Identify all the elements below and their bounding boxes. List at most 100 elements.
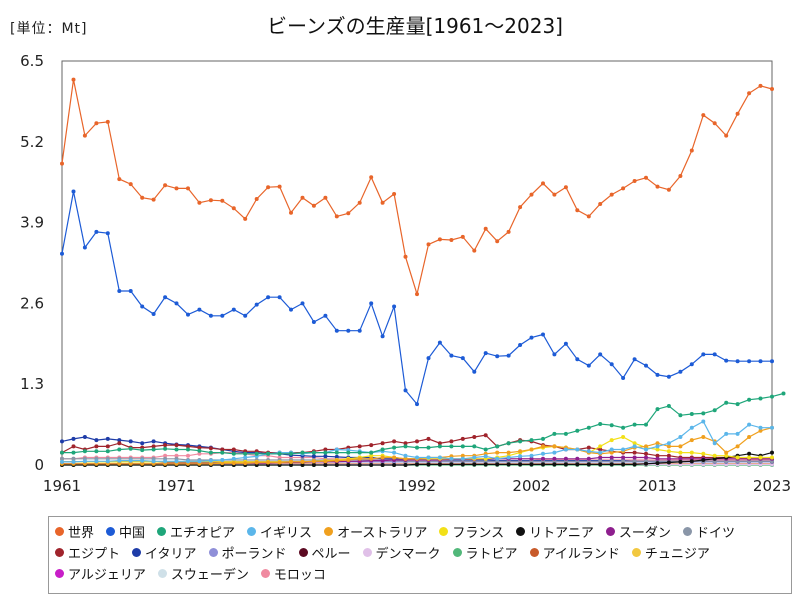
data-point <box>449 456 454 461</box>
data-point <box>712 456 717 461</box>
data-point <box>689 438 694 443</box>
legend-label: ドイツ <box>695 526 735 541</box>
data-point <box>644 455 648 460</box>
data-point <box>128 461 133 466</box>
data-point <box>666 449 671 454</box>
legend-marker <box>516 527 526 536</box>
data-point <box>518 205 523 210</box>
data-point <box>71 77 76 82</box>
data-point <box>346 328 351 333</box>
data-point <box>529 462 534 467</box>
data-point <box>174 301 179 306</box>
data-point <box>60 251 64 256</box>
data-point <box>380 441 385 446</box>
data-point <box>621 435 626 439</box>
data-point <box>678 413 683 418</box>
data-point <box>712 352 717 357</box>
data-point <box>369 453 374 458</box>
x-tick-label: 2023 <box>753 477 791 495</box>
data-point <box>770 87 774 91</box>
data-point <box>483 462 488 467</box>
data-point <box>369 301 374 306</box>
data-point <box>197 451 202 456</box>
data-point <box>128 458 133 463</box>
legend-label: エジプト <box>68 547 121 562</box>
data-point <box>518 454 523 459</box>
data-point <box>586 449 591 454</box>
legend-label: デンマーク <box>375 547 441 562</box>
data-point <box>334 454 339 459</box>
data-point <box>598 447 603 452</box>
data-point <box>712 453 717 458</box>
data-point <box>472 248 477 253</box>
data-point <box>495 462 500 467</box>
data-point <box>334 214 339 219</box>
data-point <box>529 335 534 340</box>
data-point <box>208 313 213 318</box>
data-point <box>357 450 362 455</box>
data-point <box>289 459 293 464</box>
data-point <box>266 185 271 190</box>
data-point <box>105 436 110 441</box>
data-point <box>632 444 637 449</box>
data-point <box>163 443 168 448</box>
data-point <box>369 175 374 180</box>
y-tick-label: 2.6 <box>20 294 44 312</box>
data-point <box>472 462 477 467</box>
data-point <box>735 431 740 436</box>
data-point <box>678 456 683 461</box>
data-point <box>632 179 637 183</box>
data-point <box>220 461 225 466</box>
data-point <box>712 121 717 126</box>
data-point <box>415 455 419 460</box>
data-point <box>437 340 442 345</box>
data-point <box>655 372 660 377</box>
data-point <box>437 441 442 446</box>
legend-item: ペルー <box>298 542 351 563</box>
plot-area <box>61 60 773 466</box>
data-point <box>94 121 99 126</box>
data-point <box>71 450 76 455</box>
data-point <box>220 313 225 318</box>
data-point <box>71 436 76 441</box>
data-point <box>426 356 431 361</box>
data-point <box>437 455 442 460</box>
data-point <box>277 295 282 300</box>
data-point <box>60 450 64 455</box>
data-point <box>392 439 397 444</box>
legend-label: チュニジア <box>644 547 710 562</box>
series-2 <box>60 391 786 456</box>
data-point <box>208 461 213 466</box>
data-point <box>598 352 603 357</box>
data-point <box>449 353 454 358</box>
data-point <box>243 313 248 318</box>
x-tick-label: 1961 <box>43 477 81 495</box>
legend-marker <box>157 569 167 578</box>
data-point <box>346 458 351 462</box>
data-point <box>300 195 305 200</box>
data-point <box>186 312 190 317</box>
legend-item: モロッコ <box>260 563 326 584</box>
data-point <box>311 454 316 459</box>
data-point <box>186 444 190 449</box>
data-point <box>71 459 76 464</box>
data-point <box>541 456 545 461</box>
data-point <box>105 459 110 464</box>
data-point <box>415 402 419 407</box>
data-point <box>541 462 545 467</box>
data-point <box>300 459 305 464</box>
data-point <box>403 456 408 461</box>
data-point <box>758 83 763 88</box>
data-point <box>621 455 626 460</box>
data-point <box>105 449 110 454</box>
legend-item: デンマーク <box>362 542 441 563</box>
data-point <box>644 451 648 456</box>
data-point <box>701 435 706 439</box>
data-point <box>437 444 442 449</box>
data-point <box>518 462 523 467</box>
data-point <box>758 359 763 364</box>
data-point <box>426 462 431 467</box>
data-point <box>598 202 603 206</box>
data-point <box>151 312 156 316</box>
data-point <box>460 436 465 441</box>
